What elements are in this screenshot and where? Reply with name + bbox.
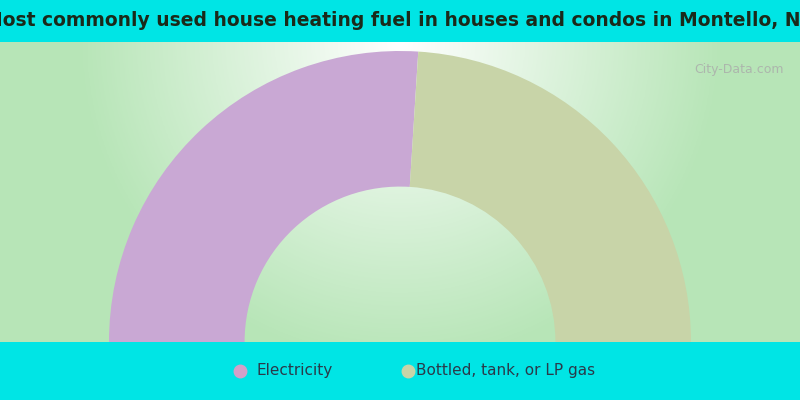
Text: Most commonly used house heating fuel in houses and condos in Montello, NV: Most commonly used house heating fuel in… — [0, 12, 800, 30]
Text: City-Data.com: City-Data.com — [694, 63, 784, 76]
Wedge shape — [410, 52, 691, 342]
Text: Bottled, tank, or LP gas: Bottled, tank, or LP gas — [416, 364, 595, 378]
Text: Electricity: Electricity — [256, 364, 332, 378]
Wedge shape — [109, 51, 418, 342]
